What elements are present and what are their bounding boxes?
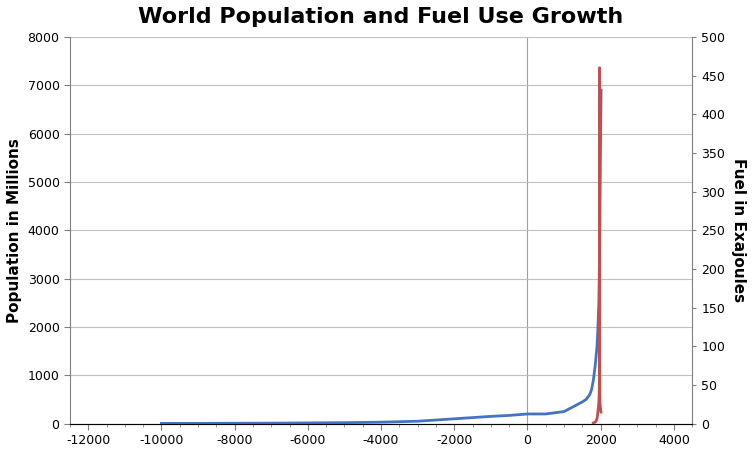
Y-axis label: Population in Millions: Population in Millions — [7, 138, 22, 323]
Y-axis label: Fuel in Exajoules: Fuel in Exajoules — [731, 158, 746, 302]
Title: World Population and Fuel Use Growth: World Population and Fuel Use Growth — [139, 7, 623, 27]
